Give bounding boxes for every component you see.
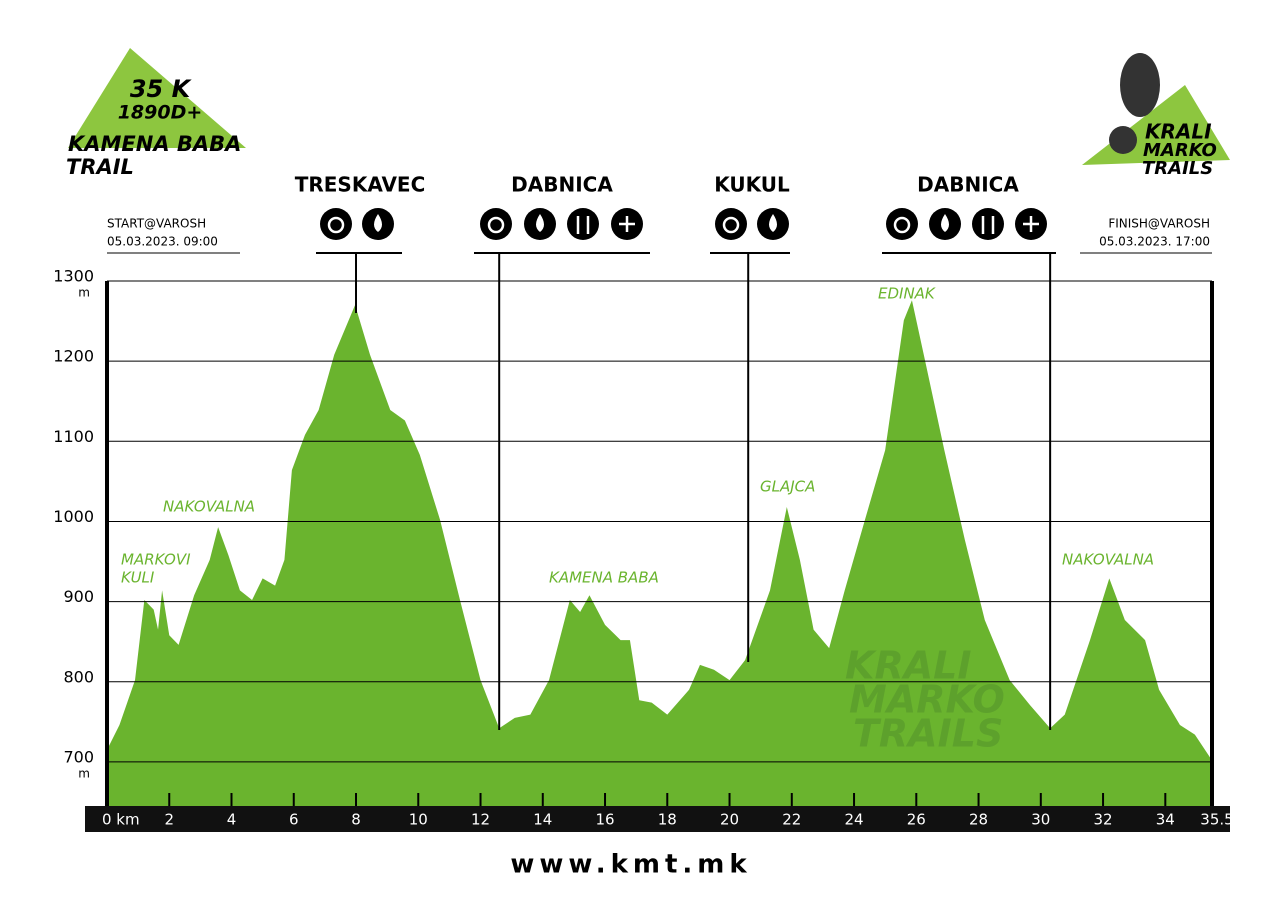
logo-distance: 35 K xyxy=(130,75,193,103)
peak-label: EDINAK xyxy=(878,285,936,303)
logo-gain: 1890D+ xyxy=(118,102,203,124)
peak-label: KAMENA BABA xyxy=(549,569,659,587)
x-tick-label: 4 xyxy=(227,811,237,829)
y-tick-label: 800 xyxy=(63,667,94,686)
drop-icons xyxy=(374,214,949,232)
x-tick-label: 10 xyxy=(409,811,428,829)
start-time: 05.03.2023. 09:00 xyxy=(107,235,218,249)
y-tick-label: 1000 xyxy=(53,507,94,526)
peak-label: KULI xyxy=(121,569,155,587)
x-tick-label: 0 km xyxy=(102,811,140,829)
x-tick-label: 22 xyxy=(782,811,801,829)
y-unit: m xyxy=(78,766,90,780)
brand-text: TRAILS xyxy=(1142,158,1213,179)
peak-label: MARKOVI xyxy=(121,551,191,569)
x-tick-label: 6 xyxy=(289,811,299,829)
station-name: DABNICA xyxy=(511,173,613,197)
x-tick-label: 14 xyxy=(533,811,552,829)
brand-text: MARKO xyxy=(1143,140,1217,161)
x-axis-bar xyxy=(85,806,1230,832)
y-tick-label: 700 xyxy=(63,747,94,766)
x-tick-label: 2 xyxy=(164,811,174,829)
logo-trail: TRAIL xyxy=(66,155,134,179)
y-tick-label: 1100 xyxy=(53,427,94,446)
y-tick-label: 900 xyxy=(63,587,94,606)
start-label: START@VAROSH xyxy=(107,217,206,231)
y-unit: m xyxy=(78,286,90,300)
brand-foot xyxy=(1120,53,1160,117)
peak-label: NAKOVALNA xyxy=(163,498,255,516)
finish-label: FINISH@VAROSH xyxy=(1108,217,1210,231)
x-tick-label: 20 xyxy=(720,811,739,829)
brand-heel xyxy=(1109,126,1137,154)
station-name: TRESKAVEC xyxy=(295,173,426,197)
watermark: KRALI xyxy=(845,644,971,688)
watermark: TRAILS xyxy=(853,712,1003,756)
y-tick-label: 1300 xyxy=(53,267,94,286)
logo-shape xyxy=(68,48,246,148)
watermark: MARKO xyxy=(849,678,1005,722)
x-tick-label: 16 xyxy=(595,811,614,829)
station-name: KUKUL xyxy=(714,173,790,197)
x-tick-label: 24 xyxy=(844,811,863,829)
brand-text: KRALI xyxy=(1145,120,1212,144)
finish-time: 05.03.2023. 17:00 xyxy=(1099,235,1210,249)
x-tick-label: 18 xyxy=(658,811,677,829)
x-tick-label: 26 xyxy=(907,811,926,829)
aid-icons xyxy=(320,208,1047,240)
x-tick-label: 34 xyxy=(1156,811,1175,829)
station-name: DABNICA xyxy=(917,173,1019,197)
x-tick-label: 12 xyxy=(471,811,490,829)
footer: www.kmt.mk xyxy=(510,850,751,880)
x-tick-label: 35.5 xyxy=(1200,811,1233,829)
x-tick-label: 32 xyxy=(1094,811,1113,829)
icon-symbols xyxy=(327,216,1039,234)
peak-label: GLAJCA xyxy=(760,478,815,496)
x-tick-label: 30 xyxy=(1031,811,1050,829)
logo-name: KAMENA BABA xyxy=(68,132,241,156)
x-tick-label: 8 xyxy=(351,811,361,829)
peak-label: NAKOVALNA xyxy=(1062,551,1154,569)
y-tick-label: 1200 xyxy=(53,347,94,366)
elevation-area xyxy=(107,300,1212,806)
x-tick-label: 28 xyxy=(969,811,988,829)
